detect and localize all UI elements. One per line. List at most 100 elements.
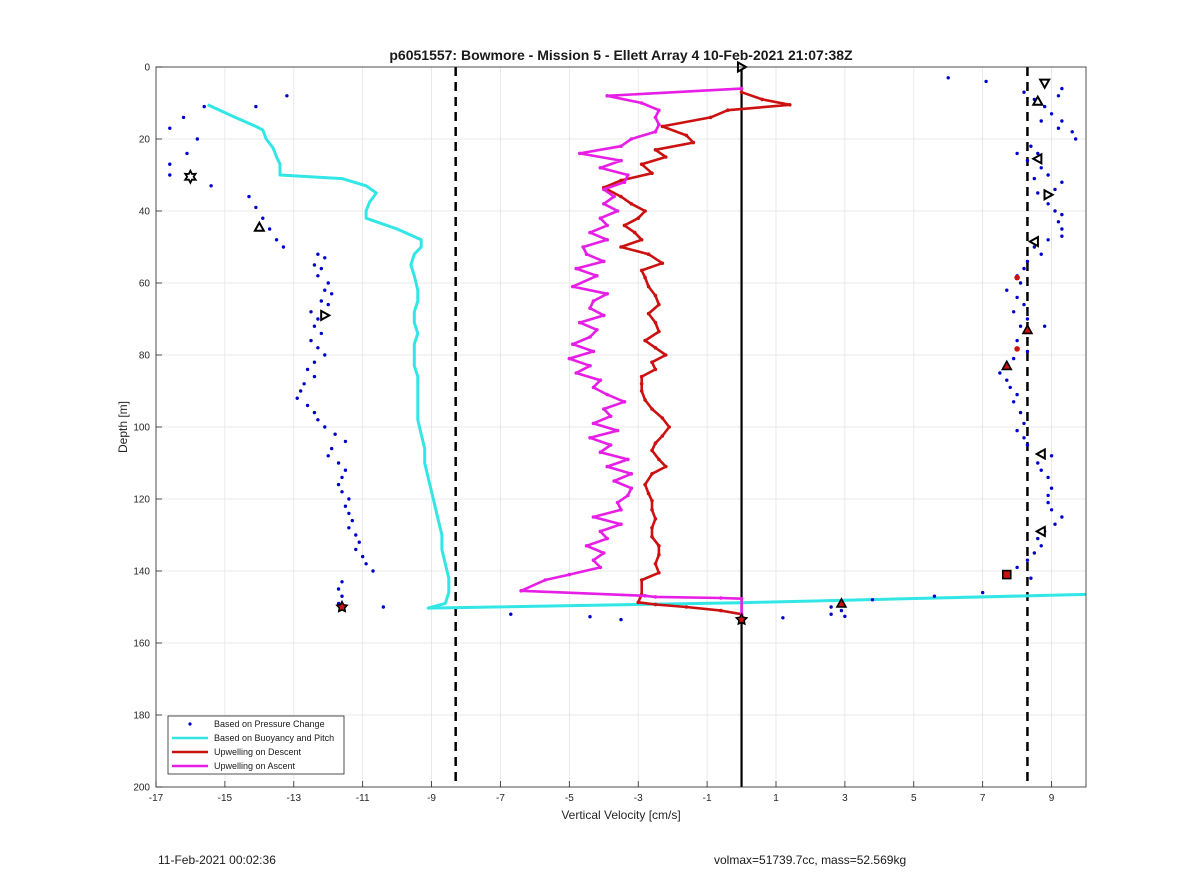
upwelling-on-descent-point [646,491,651,496]
pressure-point [281,245,286,249]
pressure-point [1025,317,1030,321]
legend-label-buoyancy: Based on Buoyancy and Pitch [214,733,334,743]
pressure-point [1060,515,1064,519]
pressure-point [181,115,186,120]
upwelling-on-ascent-point [598,166,603,170]
upwelling-on-ascent-point [605,464,610,469]
legend: Based on Pressure Change Based on Buoyan… [167,715,345,775]
pressure-point [1056,220,1061,224]
upwelling-on-ascent-point [619,144,623,148]
upwelling-on-descent-point [643,209,647,213]
pressure-point [357,540,361,544]
x-tick-label: -9 [427,793,436,804]
pressure-point [1015,392,1019,397]
upwelling-on-ascent-point [739,86,744,91]
marker-triangle-left [1034,447,1046,461]
upwelling-on-ascent-point [657,122,661,127]
pressure-point [619,617,623,622]
reference-lines [454,67,1029,787]
marker-red-dot [1014,346,1020,352]
upwelling-on-descent-point [650,526,654,530]
pressure-point [1011,356,1016,361]
pressure-point [1049,486,1054,490]
marker-square [1001,569,1012,580]
pressure-point [1008,385,1012,390]
upwelling-on-ascent-point [598,216,603,220]
pressure-point [1039,544,1043,548]
pressure-point [254,104,258,109]
pressure-point [326,302,330,307]
y-tick-label: 100 [133,423,150,434]
pressure-point [588,615,592,619]
x-tick-label: 3 [842,793,848,804]
pressure-point [343,504,348,508]
pressure-point [333,432,337,436]
upwelling-on-ascent-point [588,335,592,339]
upwelling-on-ascent-point [653,130,658,134]
pressure-point [1011,310,1016,314]
pressure-point [316,252,320,256]
upwelling-on-ascent-point [598,378,603,383]
marker-triangle-filled [1000,359,1013,371]
legend-item-buoyancy: Based on Buoyancy and Pitch [172,733,334,743]
upwelling-on-ascent-point [608,414,613,419]
chart-title: p6051557: Bowmore - Mission 5 - Ellett A… [389,47,853,63]
x-axis-label: Vertical Velocity [cm/s] [561,808,680,822]
upwelling-on-descent-point [684,133,689,138]
pressure-point [1022,302,1026,307]
legend-swatch-pressure [188,722,192,726]
pressure-point [1025,349,1030,354]
upwelling-on-descent-point [619,178,623,183]
marker-red-dot [1014,274,1020,281]
upwelling-on-ascent-point [719,596,723,600]
pressure-point [316,317,320,321]
upwelling-on-ascent-point [643,594,647,598]
pressure-point [1036,536,1040,541]
marker-triangle-left [1031,152,1043,165]
upwelling-on-descent-point [667,425,672,429]
upwelling-on-descent-point [657,457,661,462]
pressure-point [326,281,330,285]
upwelling-on-descent-point [660,434,665,438]
pressure-point [1056,126,1061,130]
x-tick-label: -5 [565,793,574,804]
pressure-point [371,569,375,573]
pressure-point [1039,166,1043,170]
upwelling-on-ascent-point [591,558,596,562]
pressure-point [323,353,327,357]
pressure-point [302,382,306,386]
pressure-point [323,425,327,429]
marker-star [335,599,349,613]
pressure-point [829,605,833,609]
pressure-point [1018,324,1023,328]
pressure-point [319,299,324,303]
x-tick-label: -17 [149,793,164,804]
pressure-point [1015,565,1019,570]
y-tick-label: 120 [133,495,150,506]
pressure-point [316,274,320,278]
y-tick-label: 80 [139,351,151,362]
marker-triangle-up [1031,94,1044,106]
pressure-point [1060,234,1064,238]
upwelling-on-ascent-point [626,173,630,177]
pressure-point [1046,202,1050,206]
pressure-point [168,173,172,177]
pressure-point [329,446,334,451]
x-tick-label: -7 [496,793,505,804]
pressure-point [1046,493,1050,498]
pressure-point [1036,151,1040,156]
pressure-point [1022,421,1026,426]
pressure-point [340,580,344,584]
pressure-point [336,461,341,465]
upwelling-on-descent-point [650,499,654,503]
pressure-point [1039,252,1043,256]
marker-triangle-filled [835,597,848,608]
upwelling-on-descent-point [657,302,661,307]
pressure-point [1053,522,1057,526]
upwelling-on-ascent-point [619,522,623,526]
y-tick-label: 40 [139,207,151,218]
pressure-point [340,594,344,598]
upwelling-on-descent-point [643,338,647,343]
upwelling-on-ascent-point [629,486,634,491]
upwelling-on-descent-point [657,553,661,557]
